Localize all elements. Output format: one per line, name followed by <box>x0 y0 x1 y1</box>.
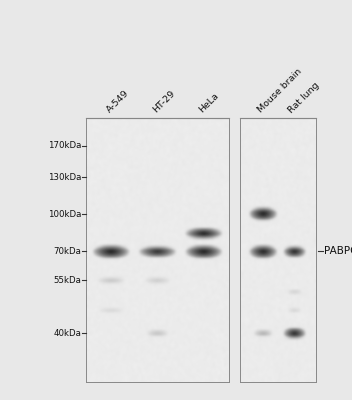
Text: Rat lung: Rat lung <box>287 80 321 115</box>
Text: 100kDa: 100kDa <box>48 210 82 219</box>
Text: 40kDa: 40kDa <box>54 329 82 338</box>
Text: 55kDa: 55kDa <box>54 276 82 285</box>
Text: Mouse brain: Mouse brain <box>256 67 304 115</box>
Text: A-549: A-549 <box>105 89 131 115</box>
Text: 170kDa: 170kDa <box>48 141 82 150</box>
Text: 70kDa: 70kDa <box>54 247 82 256</box>
Text: HT-29: HT-29 <box>151 89 177 115</box>
Text: HeLa: HeLa <box>197 92 221 115</box>
Text: PABPC1: PABPC1 <box>324 246 352 256</box>
Text: 130kDa: 130kDa <box>48 173 82 182</box>
